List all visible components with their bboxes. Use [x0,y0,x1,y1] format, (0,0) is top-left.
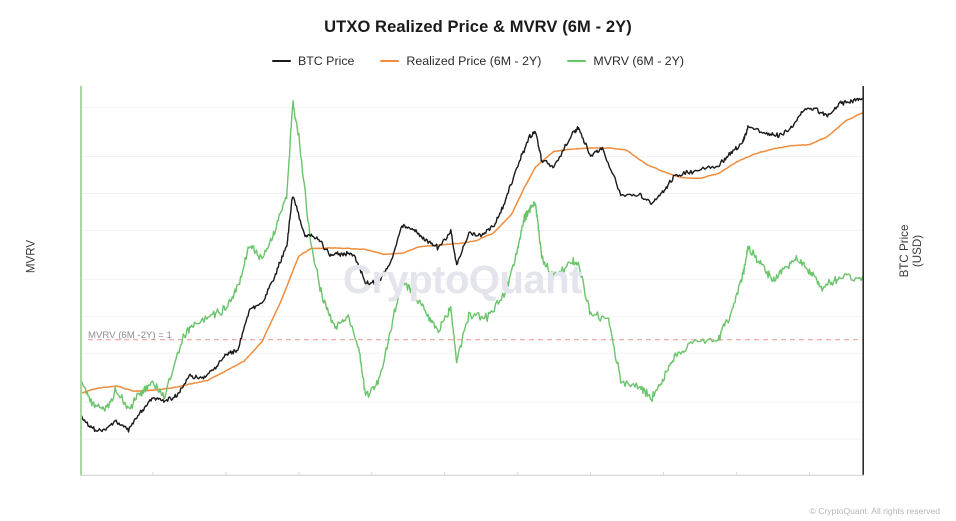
copyright-footer: © CryptoQuant. All rights reserved [809,506,940,516]
legend-swatch-mvrv [567,59,587,63]
chart-legend: BTC Price Realized Price (6M - 2Y) MVRV … [0,54,956,68]
legend-item-realized-price[interactable]: Realized Price (6M - 2Y) [380,54,541,68]
threshold-annotation-label: MVRV (6M -2Y) = 1 [88,330,172,341]
legend-label-realized-price: Realized Price (6M - 2Y) [406,54,542,68]
chart-title: UTXO Realized Price & MVRV (6M - 2Y) [324,18,632,36]
plot-area [80,86,864,476]
series-line-mvrv [80,100,864,412]
legend-swatch-realized-price [380,59,400,63]
series-line-btc-price [80,97,864,433]
plot-svg [80,86,864,476]
legend-item-btc-price[interactable]: BTC Price [271,54,355,68]
legend-label-btc-price: BTC Price [297,54,355,68]
y-axis-right-title: BTC Price (USD) [898,224,924,278]
x-axis-ticks [0,482,956,500]
legend-swatch-btc-price [271,59,291,63]
series-line-realized-price [80,111,864,395]
y-axis-left-title: MVRV [24,239,38,274]
legend-item-mvrv[interactable]: MVRV (6M - 2Y) [567,54,684,68]
legend-label-mvrv: MVRV (6M - 2Y) [593,54,685,68]
